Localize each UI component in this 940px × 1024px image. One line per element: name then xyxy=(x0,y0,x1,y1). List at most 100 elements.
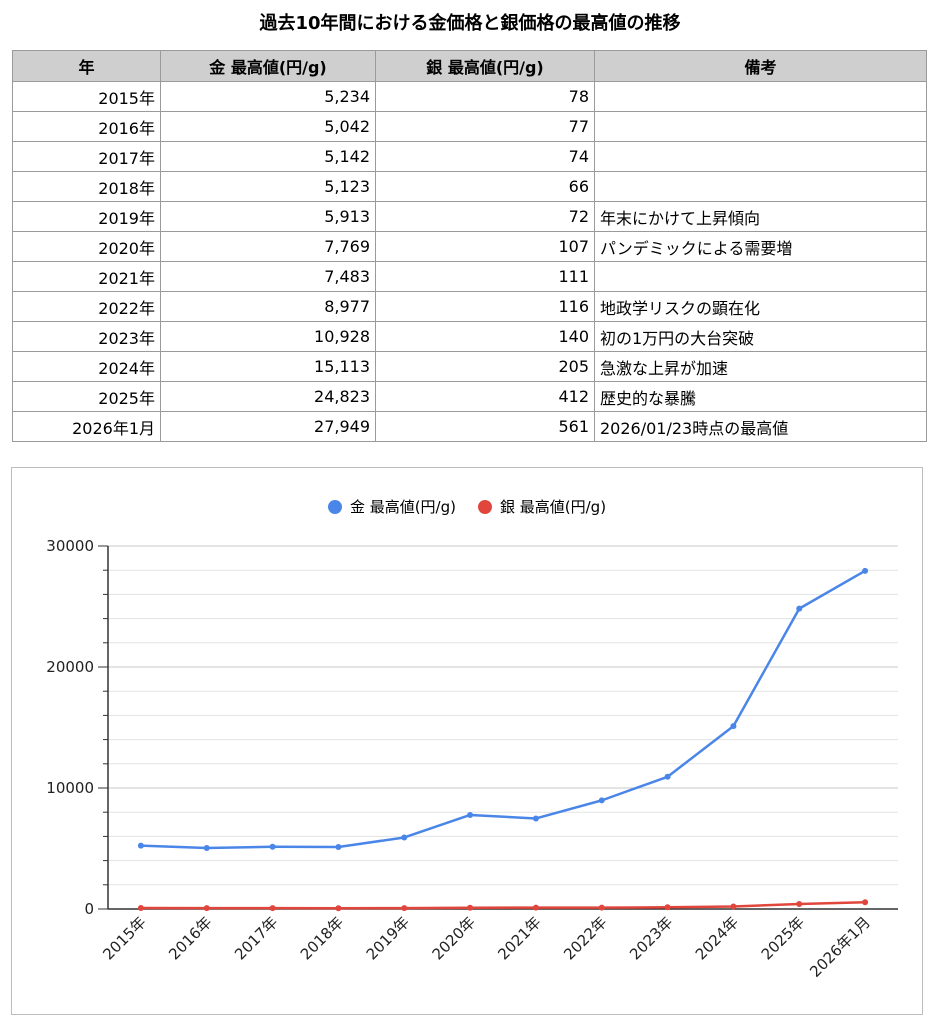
cell-gold: 15,113 xyxy=(160,351,376,382)
cell-year: 2018年 xyxy=(12,171,161,202)
series-line-gold xyxy=(140,569,866,850)
data-point-silver xyxy=(730,903,737,910)
data-point-silver xyxy=(664,904,671,911)
price-table: 年 金 最高値(円/g) 銀 最高値(円/g) 備考 2015年 5,234 78 2… xyxy=(12,50,927,442)
cell-year: 2025年 xyxy=(12,381,161,412)
data-point-silver xyxy=(532,904,539,911)
table-row: 2023年 10,928 140 初の1万円の大台突破 xyxy=(12,321,927,352)
data-point-gold xyxy=(203,844,210,851)
data-point-gold xyxy=(269,843,276,850)
cell-note: 急激な上昇が加速 xyxy=(594,351,927,382)
cell-note: 年末にかけて上昇傾向 xyxy=(594,201,927,232)
header-year: 年 xyxy=(12,50,161,82)
data-point-silver xyxy=(467,904,474,911)
data-point-gold xyxy=(730,723,737,730)
header-note: 備考 xyxy=(594,50,927,82)
table-row: 2024年 15,113 205 急激な上昇が加速 xyxy=(12,351,927,382)
cell-gold: 10,928 xyxy=(160,321,376,352)
cell-silver: 116 xyxy=(375,291,595,322)
cell-silver: 561 xyxy=(375,411,595,442)
data-point-silver xyxy=(401,905,408,912)
cell-year: 2024年 xyxy=(12,351,161,382)
cell-silver: 140 xyxy=(375,321,595,352)
data-point-silver xyxy=(598,904,605,911)
y-tick-label: 0 xyxy=(84,900,94,918)
cell-note xyxy=(594,111,927,142)
series-line-silver xyxy=(140,900,866,910)
cell-silver: 107 xyxy=(375,231,595,262)
cell-silver: 111 xyxy=(375,261,595,292)
cell-note xyxy=(594,141,927,172)
page-title: 過去10年間における金価格と銀価格の最高値の推移 xyxy=(259,13,681,34)
line-chart: 金 最高値(円/g) 銀 最高値(円/g) 0 10000 20000 30000 20… xyxy=(11,467,923,1015)
cell-year: 2022年 xyxy=(12,291,161,322)
table-header-row: 年 金 最高値(円/g) 銀 最高値(円/g) 備考 xyxy=(12,50,927,82)
cell-silver: 78 xyxy=(375,81,595,112)
table-row: 2020年 7,769 107 パンデミックによる需要増 xyxy=(12,231,927,262)
cell-gold: 7,483 xyxy=(160,261,376,292)
cell-silver: 66 xyxy=(375,171,595,202)
table-row: 2015年 5,234 78 xyxy=(12,81,927,112)
data-point-silver xyxy=(269,905,276,912)
data-point-gold xyxy=(467,811,474,818)
cell-year: 2021年 xyxy=(12,261,161,292)
cell-gold: 5,234 xyxy=(160,81,376,112)
cell-gold: 7,769 xyxy=(160,231,376,262)
chart-plot-area: 0 10000 20000 30000 2015年 2016年 2017年 2018年 2019… xyxy=(46,537,898,981)
cell-gold: 27,949 xyxy=(160,411,376,442)
x-tick-label: 2019年 xyxy=(363,913,413,963)
data-point-gold xyxy=(862,567,869,574)
data-point-gold xyxy=(796,605,803,612)
table-row: 2017年 5,142 74 xyxy=(12,141,927,172)
x-tick-label: 2015年 xyxy=(99,913,149,963)
data-point-gold xyxy=(335,844,342,851)
cell-year: 2019年 xyxy=(12,201,161,232)
cell-gold: 8,977 xyxy=(160,291,376,322)
cell-note: パンデミックによる需要増 xyxy=(594,231,927,262)
x-tick-label: 2018年 xyxy=(297,913,347,963)
cell-gold: 24,823 xyxy=(160,381,376,412)
data-point-gold xyxy=(598,797,605,804)
chart-legend: 金 最高値(円/g) 銀 最高値(円/g) xyxy=(12,496,922,517)
cell-note xyxy=(594,171,927,202)
cell-note xyxy=(594,81,927,112)
y-tick-label: 10000 xyxy=(46,779,94,797)
data-point-silver xyxy=(335,905,342,912)
cell-note: 初の1万円の大台突破 xyxy=(594,321,927,352)
table-row: 2019年 5,913 72 年末にかけて上昇傾向 xyxy=(12,201,927,232)
x-tick-label: 2016年 xyxy=(165,913,215,963)
data-point-silver xyxy=(137,905,144,912)
legend-label-gold: 金 最高値(円/g) xyxy=(349,498,456,516)
x-tick-label: 2025年 xyxy=(758,913,808,963)
cell-year: 2023年 xyxy=(12,321,161,352)
cell-silver: 205 xyxy=(375,351,595,382)
table-row: 2022年 8,977 116 地政学リスクの顕在化 xyxy=(12,291,927,322)
legend-marker-silver xyxy=(478,499,492,514)
cell-note: 歴史的な暴騰 xyxy=(594,381,927,412)
x-tick-label: 2020年 xyxy=(429,913,479,963)
x-tick-label: 2022年 xyxy=(560,913,610,963)
cell-note xyxy=(594,261,927,292)
cell-year: 2015年 xyxy=(12,81,161,112)
x-tick-label: 2026年1月 xyxy=(806,913,874,981)
data-point-gold xyxy=(137,842,144,849)
cell-year: 2016年 xyxy=(12,111,161,142)
cell-gold: 5,913 xyxy=(160,201,376,232)
x-tick-label: 2023年 xyxy=(626,913,676,963)
legend-item-silver: 銀 最高値(円/g) xyxy=(478,496,606,517)
data-point-silver xyxy=(203,905,210,912)
cell-year: 2017年 xyxy=(12,141,161,172)
table-row: 2026年1月 27,949 561 2026/01/23時点の最高値 xyxy=(12,411,927,442)
data-point-silver xyxy=(796,901,803,908)
legend-marker-gold xyxy=(327,499,342,514)
legend-label-silver: 銀 最高値(円/g) xyxy=(500,498,607,516)
cell-silver: 412 xyxy=(375,381,595,412)
cell-note: 地政学リスクの顕在化 xyxy=(594,291,927,322)
cell-silver: 74 xyxy=(375,141,595,172)
x-tick-label: 2024年 xyxy=(692,913,742,963)
cell-year: 2020年 xyxy=(12,231,161,262)
table-row: 2021年 7,483 111 xyxy=(12,261,927,292)
header-gold: 金 最高値(円/g) xyxy=(160,50,376,82)
table-row: 2018年 5,123 66 xyxy=(12,171,927,202)
header-silver: 銀 最高値(円/g) xyxy=(375,50,595,82)
